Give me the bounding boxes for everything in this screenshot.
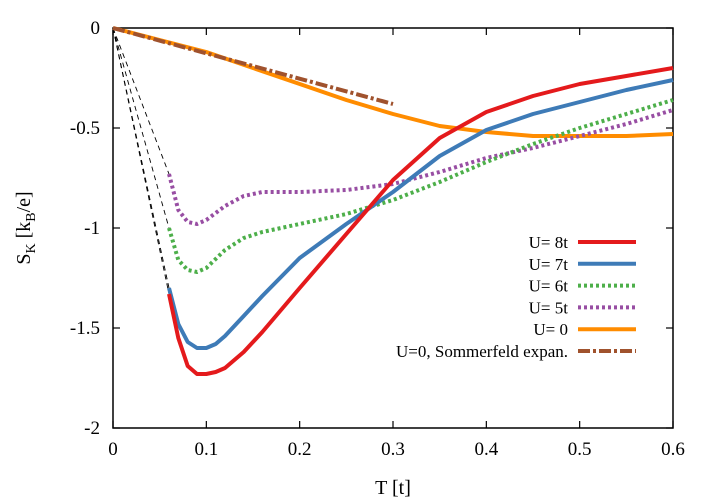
x-tick-label: 0.1 (194, 439, 218, 460)
legend-label: U= 0 (533, 320, 568, 339)
y-axis-label: SK [kB/e] (13, 191, 39, 264)
guide-line (112, 27, 170, 175)
x-tick-label: 0.5 (568, 439, 592, 460)
x-axis-label: T [t] (375, 477, 411, 499)
legend-label: U= 6t (529, 277, 569, 296)
series-line-u-0 (112, 26, 674, 138)
legend-label: U=0, Sommerfeld expan. (396, 342, 568, 361)
guide-line (112, 27, 170, 289)
x-tick-label: 0 (108, 439, 118, 460)
y-tick-label: -0.5 (70, 118, 100, 139)
x-tick-label: 0.4 (474, 439, 498, 460)
x-tick-label: 0.3 (381, 439, 405, 460)
y-tick-label: 0 (91, 18, 101, 39)
x-tick-label: 0.6 (661, 439, 685, 460)
series-line-u-8t (167, 66, 674, 376)
series-line-u-6t (167, 98, 674, 274)
legend-label: U= 7t (529, 255, 569, 274)
series-line-u-0-sommerfeld-expan (112, 26, 394, 106)
y-tick-label: -1.5 (70, 318, 100, 339)
y-tick-label: -1 (84, 218, 100, 239)
plot-frame (112, 27, 674, 429)
series-line-u-5t (167, 108, 674, 226)
legend-label: U= 5t (529, 298, 569, 317)
legend-label: U= 8t (529, 233, 569, 252)
y-tick-label: -2 (84, 418, 100, 439)
series-line-u-7t (167, 78, 674, 350)
guide-line (112, 27, 170, 229)
x-tick-label: 0.2 (288, 439, 312, 460)
